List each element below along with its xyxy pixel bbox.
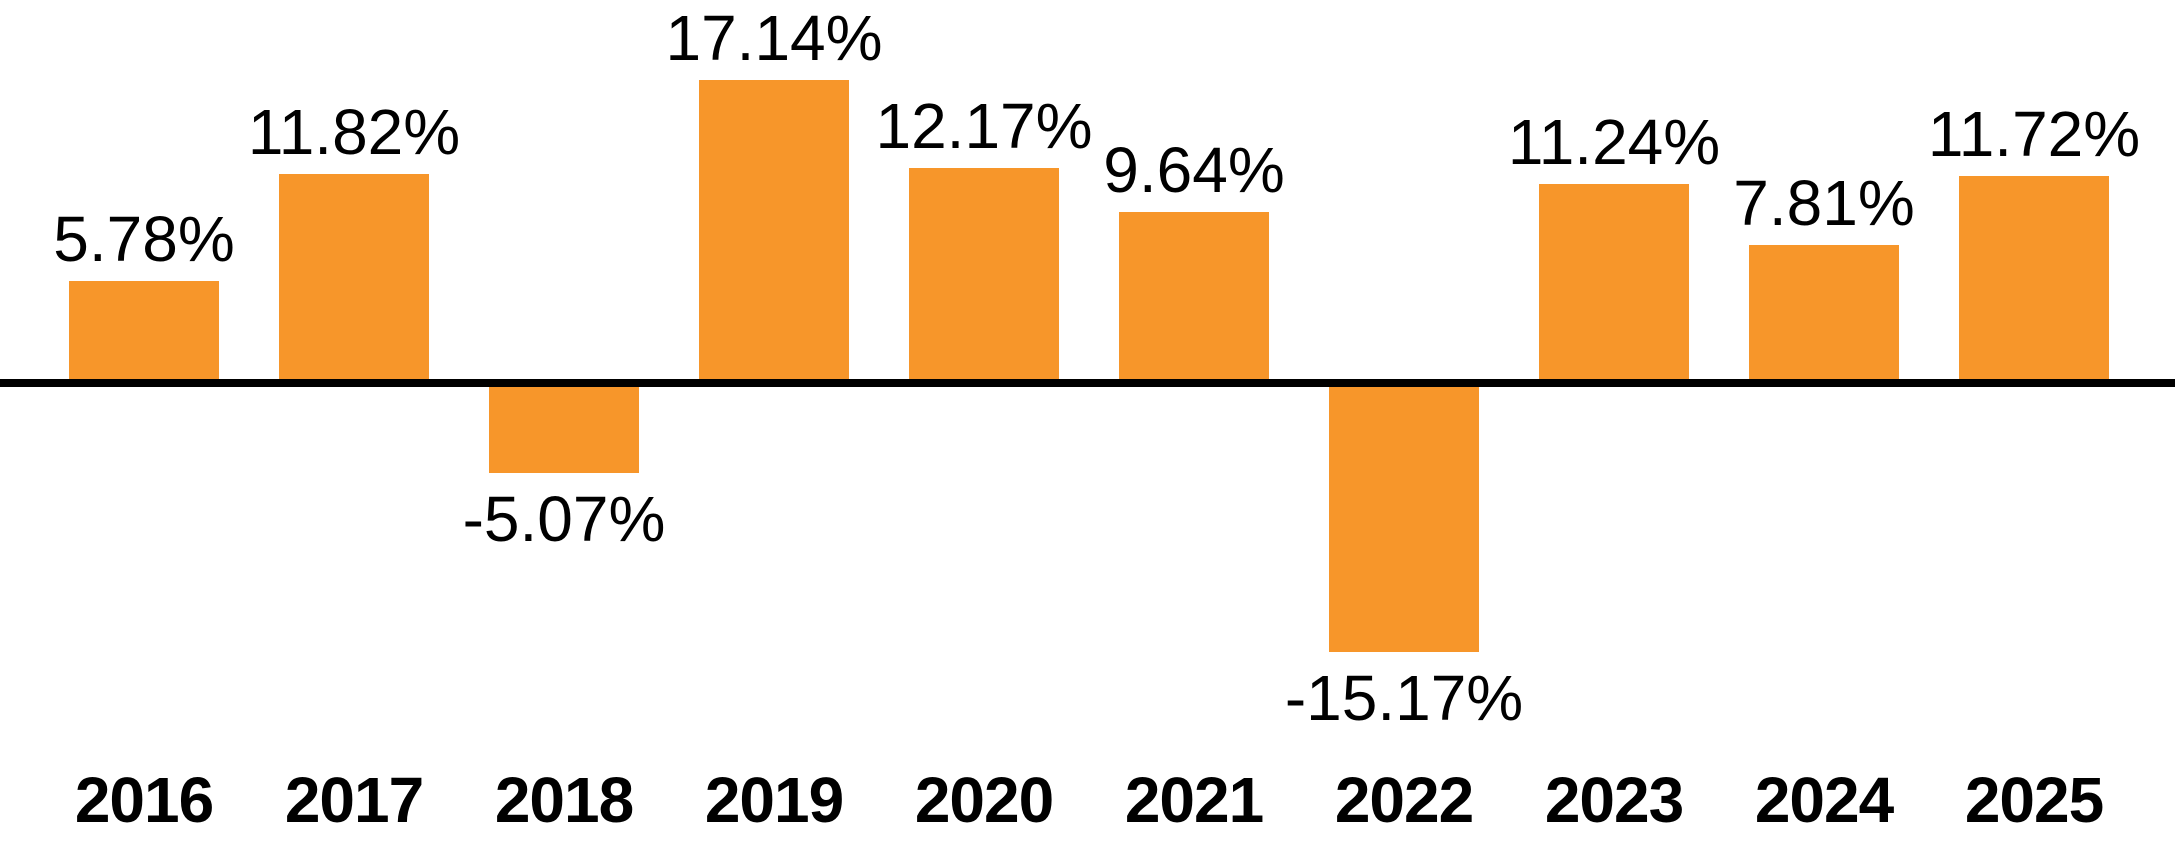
bar-2016 [69,280,219,379]
bar-2023 [1539,184,1689,379]
value-label-2022: -15.17% [1284,661,1524,734]
x-axis-label-2016: 2016 [74,764,214,836]
x-axis-label-2025: 2025 [1964,764,2104,836]
value-label-2019: 17.14% [665,1,883,74]
x-axis-label-2021: 2021 [1124,764,1264,836]
x-axis-label-2023: 2023 [1544,764,1684,836]
x-axis-label-2018: 2018 [494,764,634,836]
value-label-2025: 11.72% [1927,97,2141,170]
bar-2022 [1329,387,1479,652]
bar-2020 [909,167,1059,379]
bar-2017 [279,173,429,379]
value-label-2023: 11.24% [1507,106,1721,179]
x-axis-label-2024: 2024 [1754,764,1894,836]
x-axis-label-2020: 2020 [914,764,1054,836]
bar-2018 [489,387,639,473]
zero-axis-line [0,379,2175,387]
x-axis-label-2019: 2019 [704,764,844,836]
value-label-2016: 5.78% [53,202,235,275]
value-label-2018: -5.07% [462,482,666,555]
x-axis-label-2022: 2022 [1334,764,1474,836]
bar-2025 [1959,175,2109,379]
bar-2024 [1749,244,1899,379]
x-axis-label-2017: 2017 [284,764,424,836]
value-label-2024: 7.81% [1733,166,1915,239]
bar-2021 [1119,212,1269,379]
value-label-2020: 12.17% [875,89,1093,162]
bar-2019 [699,79,849,379]
value-label-2017: 11.82% [247,95,461,168]
value-label-2021: 9.64% [1103,134,1285,207]
